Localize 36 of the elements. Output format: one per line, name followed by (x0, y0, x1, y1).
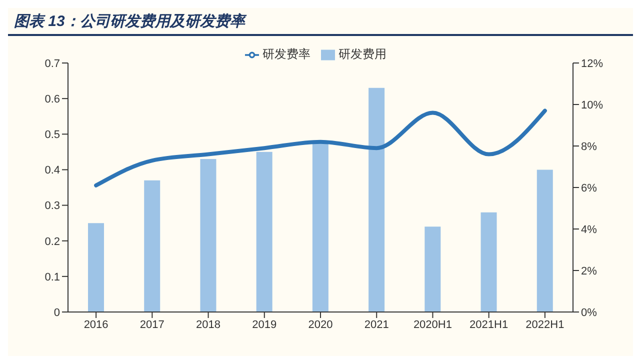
bar (200, 159, 216, 312)
chart-title: 图表 13：公司研发费用及研发费率 (8, 8, 633, 36)
x-tick-label: 2021H1 (470, 318, 508, 331)
x-tick-label: 2020 (308, 318, 333, 331)
line-series (94, 108, 547, 188)
y2-tick-label: 4% (581, 224, 598, 236)
bar (536, 170, 553, 312)
x-tick-label: 2020H1 (413, 318, 452, 331)
y2-tick-label: 10% (581, 99, 604, 112)
bar (480, 212, 497, 312)
bar (144, 180, 160, 312)
x-tick-label: 2022H1 (526, 318, 564, 331)
legend-label: 研发费率 (262, 47, 310, 61)
bar (256, 152, 272, 312)
x-tick-label: 2016 (84, 318, 108, 331)
y-tick-label: 0.1 (44, 271, 60, 284)
x-tick-label: 2019 (252, 318, 277, 331)
y-tick-label: 0.3 (44, 200, 60, 212)
bar (424, 226, 441, 312)
x-tick-label: 2021 (364, 318, 389, 331)
y-tick-label: 0.2 (44, 236, 60, 248)
y-tick-label: 0.7 (44, 58, 60, 70)
y2-tick-label: 0% (581, 306, 598, 319)
x-tick-label: 2018 (196, 318, 221, 331)
bar (88, 223, 104, 312)
legend-label: 研发费用 (338, 47, 386, 61)
y2-tick-label: 6% (581, 182, 598, 194)
y-tick-label: 0.4 (44, 164, 60, 177)
y-tick-label: 0.6 (44, 93, 60, 106)
y2-tick-label: 2% (581, 265, 598, 278)
y2-tick-label: 8% (581, 140, 598, 153)
y-tick-label: 0.5 (44, 129, 60, 142)
y2-tick-label: 12% (581, 58, 604, 70)
x-tick-label: 2017 (140, 318, 164, 331)
y-tick-label: 0 (54, 306, 60, 319)
bar (368, 88, 385, 312)
